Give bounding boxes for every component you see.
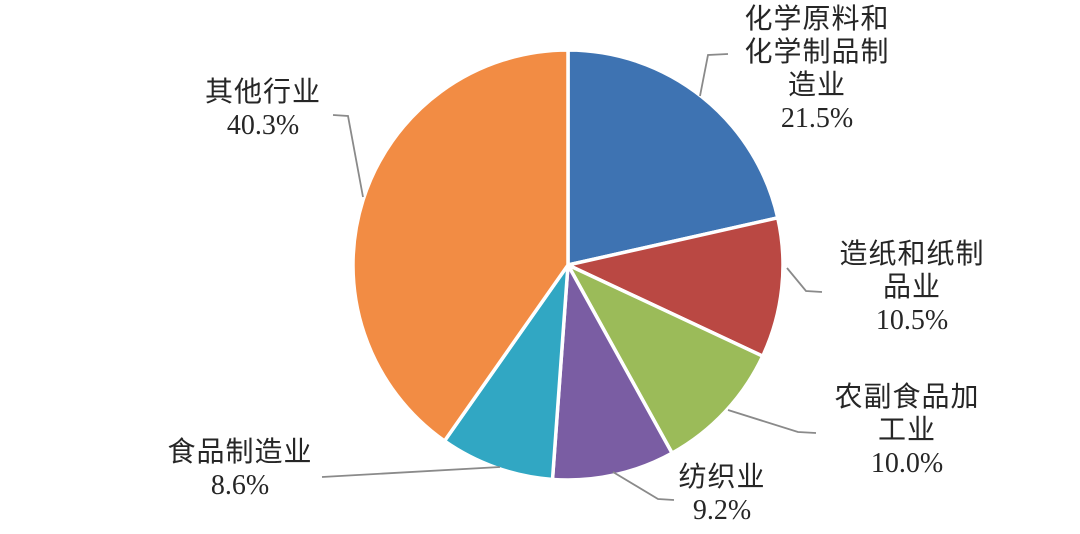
leader-line-3 [727, 409, 817, 434]
leader-line-5 [321, 466, 501, 478]
pie-slice-3 [566, 263, 765, 455]
leader-line-4 [612, 471, 675, 501]
pie-slice-4 [550, 263, 674, 482]
pie-slice-1 [566, 48, 780, 267]
leader-line-2 [786, 267, 823, 293]
pie-slice-6 [351, 48, 570, 443]
pie-slice-2 [566, 216, 785, 358]
leader-line-6 [332, 114, 364, 198]
leader-line-1 [699, 53, 729, 97]
